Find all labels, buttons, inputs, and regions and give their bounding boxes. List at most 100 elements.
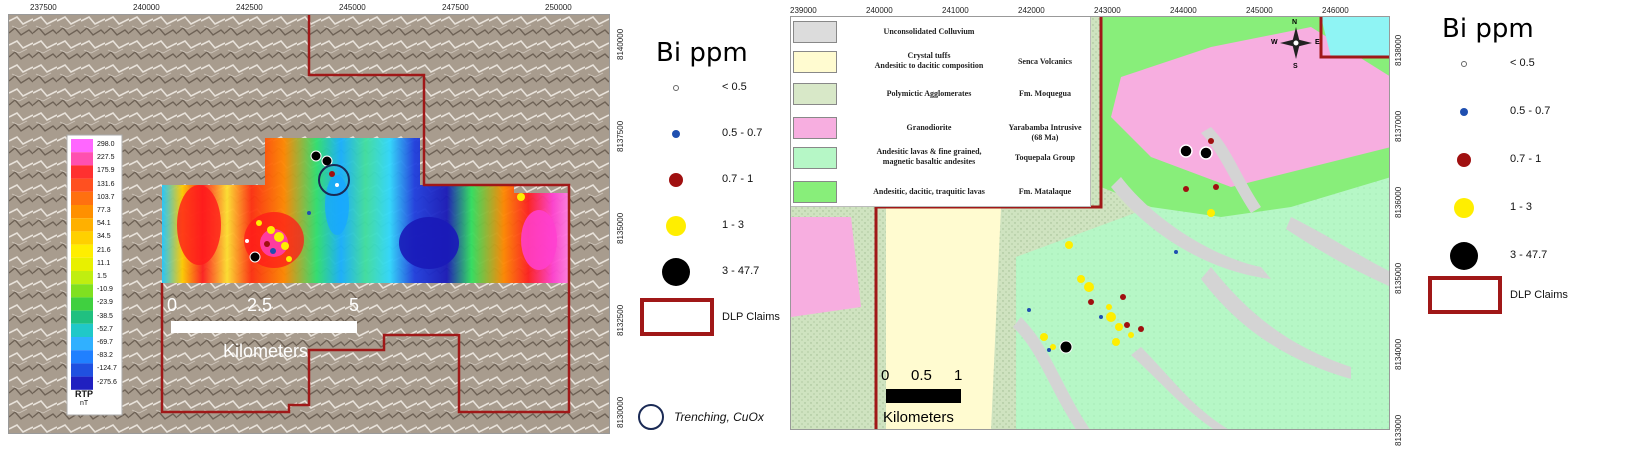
left-legend-dot-4 [662, 258, 690, 286]
rtp-scale-value: 103.7 [97, 193, 115, 201]
rtp-scale-swatches [71, 139, 93, 390]
right-sample-points [1027, 138, 1219, 354]
toquepala-area [1016, 177, 1389, 429]
left-x-tick: 237500 [30, 3, 57, 12]
rtp-anomaly-high-1 [177, 185, 221, 265]
trenching-icon [638, 404, 664, 430]
right-legend-dot-0 [1461, 61, 1467, 67]
geology-unit-3: Yarabamba Intrusive (68 Ma) [1008, 123, 1082, 142]
left-legend-label-0: < 0.5 [722, 81, 747, 93]
rtp-scale-value: 34.5 [97, 233, 111, 241]
trenching-circle-marker [318, 164, 350, 196]
left-y-tick: 8132500 [616, 304, 625, 336]
rtp-scale-value: -52.7 [97, 325, 113, 333]
right-claims-swatch [1428, 276, 1502, 314]
rtp-swatch [71, 323, 93, 337]
rtp-scale-value: -69.7 [97, 339, 113, 346]
right-legend-label-3: 1 - 3 [1510, 201, 1533, 213]
rtp-swatch [71, 178, 93, 192]
left-legend-label-2: 0.7 - 1 [722, 173, 754, 185]
granodiorite-area-west [791, 217, 861, 317]
rtp-swatch [71, 244, 93, 258]
left-y-tick: 8135000 [616, 212, 625, 244]
right-legend-title: Bi ppm [1442, 14, 1534, 44]
rtp-swatch [71, 218, 93, 232]
rtp-scale-value: -10.9 [97, 286, 113, 294]
rtp-anomaly-high-3 [521, 210, 557, 270]
geology-swatch-1 [793, 51, 837, 73]
right-x-tick: 245000 [1246, 6, 1273, 15]
right-y-tick: 8133000 [1394, 414, 1403, 446]
geology-label-0: Unconsolidated Colluvium [883, 27, 975, 36]
rtp-scale-value: -124.7 [97, 365, 117, 373]
left-map-svg [9, 15, 609, 433]
right-x-tick: 241000 [942, 6, 969, 15]
left-map-panel: 298.0 227.5 175.9 131.6 103.7 77.3 54.1 34.5 21.… [8, 14, 610, 434]
rtp-scale-value: 175.9 [97, 167, 115, 175]
rtp-scale-title: RTP [75, 389, 93, 399]
right-scale-tick-1: 0.5 [911, 367, 932, 384]
geology-label-1: Crystal tuffs Andesitic to dacitic compo… [874, 51, 984, 70]
dlp-claims-boundary-right [874, 17, 1389, 429]
right-claims-label: DLP Claims [1510, 289, 1568, 301]
right-map-panel: N S E W Unconsolidated Colluvium Crystal … [790, 16, 1390, 430]
left-scale-tick-0: 0 [167, 295, 178, 315]
right-scale-tick-2: 1 [954, 367, 963, 384]
compass-rose [1280, 27, 1312, 59]
rtp-scale-labels: 298.0 227.5 175.9 131.6 103.7 77.3 54.1 34.5 21.… [97, 141, 122, 391]
rtp-swatch [71, 139, 93, 153]
left-legend-label-4: 3 - 47.7 [722, 265, 760, 277]
rtp-swatch [71, 310, 93, 324]
right-legend-dot-1 [1460, 108, 1468, 116]
geology-label-2: Polymictic Agglomerates [886, 89, 972, 98]
right-x-tick: 243000 [1094, 6, 1121, 15]
rtp-scale-value: 131.6 [97, 180, 115, 188]
rtp-scale-value: 227.5 [97, 154, 115, 162]
left-scale-unit: Kilometers [223, 341, 309, 361]
left-scale-tick-2: 5 [349, 295, 360, 315]
rtp-scale-value: 298.0 [97, 141, 115, 148]
right-map-svg [791, 17, 1389, 429]
rtp-swatch [71, 191, 93, 205]
rtp-scale-value: -83.2 [97, 352, 113, 360]
trenching-label: Trenching, CuOx [674, 410, 764, 424]
left-legend-dot-3 [666, 216, 686, 236]
right-legend-label-4: 3 - 47.7 [1510, 249, 1548, 261]
left-x-tick: 250000 [545, 3, 572, 12]
compass-n: N [1292, 19, 1298, 26]
left-sample-points [245, 150, 525, 263]
right-x-tick: 246000 [1322, 6, 1349, 15]
geology-swatch-4 [793, 147, 837, 169]
rtp-scale-value: 1.5 [97, 273, 107, 280]
geology-swatch-5 [793, 181, 837, 203]
rtp-scale-value: 11.1 [97, 259, 111, 267]
rtp-scale-unit: nT [80, 400, 89, 407]
geology-unit-2: Fm. Moquegua [1019, 89, 1071, 98]
rtp-scale-value: 77.3 [97, 207, 111, 214]
rtp-scale-value: -275.6 [97, 378, 117, 386]
compass-e: E [1315, 39, 1320, 46]
rtp-swatch [71, 231, 93, 245]
right-legend-label-2: 0.7 - 1 [1510, 153, 1542, 165]
rtp-scale-value: 54.1 [97, 220, 111, 228]
right-x-tick: 244000 [1170, 6, 1197, 15]
left-x-tick: 240000 [133, 3, 160, 12]
rtp-swatch [71, 363, 93, 377]
left-scale-bar [171, 321, 357, 333]
rtp-swatch [71, 376, 93, 390]
rtp-anomaly-low [399, 217, 459, 269]
right-legend: Bi ppm < 0.5 0.5 - 0.7 0.7 - 1 1 - 3 3 - 47.… [1420, 10, 1620, 330]
rtp-swatch [71, 165, 93, 179]
left-claims-label: DLP Claims [722, 311, 780, 323]
left-legend-title: Bi ppm [656, 38, 748, 68]
colluvium-channels [1013, 127, 1389, 429]
left-x-tick: 247500 [442, 3, 469, 12]
left-legend: Bi ppm < 0.5 0.5 - 0.7 0.7 - 1 1 - 3 3 - 47.… [632, 30, 782, 450]
right-y-tick: 8138000 [1394, 34, 1403, 66]
right-x-tick: 240000 [866, 6, 893, 15]
right-x-tick: 242000 [1018, 6, 1045, 15]
rtp-swatch [71, 337, 93, 351]
compass-w: W [1271, 39, 1278, 46]
geology-label-3: Granodiorite [906, 123, 952, 132]
right-scale-tick-0: 0 [881, 367, 890, 384]
